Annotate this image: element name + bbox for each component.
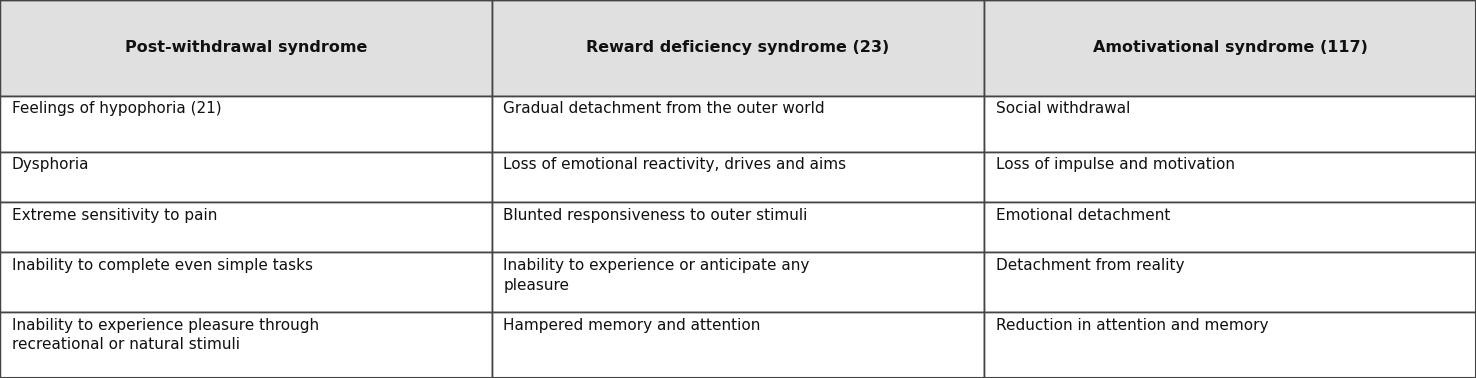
Text: Blunted responsiveness to outer stimuli: Blunted responsiveness to outer stimuli: [503, 208, 807, 223]
Bar: [0, 252, 492, 312]
Bar: [492, 312, 984, 378]
Bar: [984, 96, 1476, 152]
Bar: [492, 152, 984, 202]
Text: Amotivational syndrome (117): Amotivational syndrome (117): [1092, 40, 1368, 55]
Bar: [984, 0, 1476, 96]
Bar: [0, 312, 492, 378]
Bar: [0, 96, 492, 152]
Bar: [984, 252, 1476, 312]
Text: Detachment from reality: Detachment from reality: [996, 258, 1185, 273]
Bar: [492, 252, 984, 312]
Text: Reward deficiency syndrome (23): Reward deficiency syndrome (23): [586, 40, 890, 55]
Text: Social withdrawal: Social withdrawal: [996, 101, 1131, 116]
Bar: [984, 152, 1476, 202]
Bar: [0, 0, 492, 96]
Text: Dysphoria: Dysphoria: [12, 157, 90, 172]
Bar: [0, 202, 492, 252]
Text: Extreme sensitivity to pain: Extreme sensitivity to pain: [12, 208, 217, 223]
Bar: [984, 202, 1476, 252]
Text: Emotional detachment: Emotional detachment: [996, 208, 1170, 223]
Text: Reduction in attention and memory: Reduction in attention and memory: [996, 318, 1269, 333]
Text: Inability to experience pleasure through
recreational or natural stimuli: Inability to experience pleasure through…: [12, 318, 319, 352]
Bar: [984, 312, 1476, 378]
Bar: [492, 202, 984, 252]
Text: Gradual detachment from the outer world: Gradual detachment from the outer world: [503, 101, 825, 116]
Text: Feelings of hypophoria (21): Feelings of hypophoria (21): [12, 101, 221, 116]
Text: Hampered memory and attention: Hampered memory and attention: [503, 318, 760, 333]
Bar: [0, 152, 492, 202]
Bar: [492, 0, 984, 96]
Text: Inability to experience or anticipate any
pleasure: Inability to experience or anticipate an…: [503, 258, 810, 293]
Text: Post-withdrawal syndrome: Post-withdrawal syndrome: [124, 40, 368, 55]
Text: Loss of impulse and motivation: Loss of impulse and motivation: [996, 157, 1235, 172]
Text: Inability to complete even simple tasks: Inability to complete even simple tasks: [12, 258, 313, 273]
Bar: [492, 96, 984, 152]
Text: Loss of emotional reactivity, drives and aims: Loss of emotional reactivity, drives and…: [503, 157, 846, 172]
